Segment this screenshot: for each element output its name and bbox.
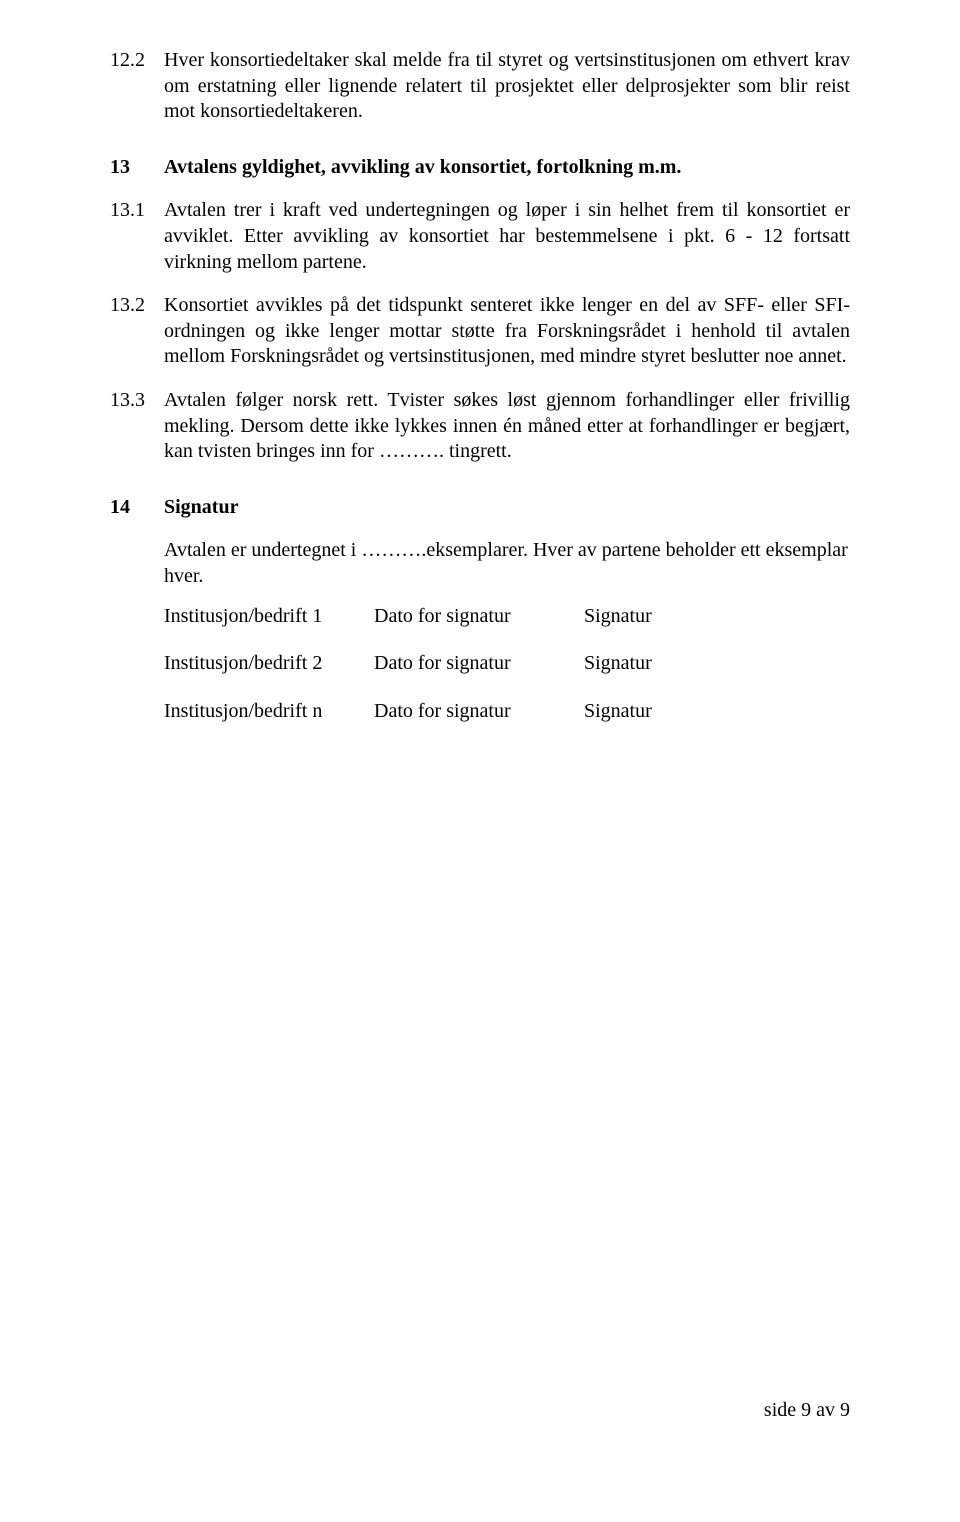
section-13-1: 13.1 Avtalen trer i kraft ved undertegni…: [110, 198, 850, 275]
section-13-2-text: Konsortiet avvikles på det tidspunkt sen…: [164, 293, 850, 370]
signature-label: Signatur: [584, 651, 850, 677]
section-13-heading: 13 Avtalens gyldighet, avvikling av kons…: [110, 155, 850, 181]
page-footer: side 9 av 9: [764, 1399, 850, 1422]
signature-label: Signatur: [584, 604, 850, 630]
section-14-number: 14: [110, 495, 164, 521]
section-13-number: 13: [110, 155, 164, 181]
section-13-1-text: Avtalen trer i kraft ved undertegningen …: [164, 198, 850, 275]
section-13-2-number: 13.2: [110, 293, 164, 319]
section-13-3-text: Avtalen følger norsk rett. Tvister søkes…: [164, 388, 850, 465]
section-12-2-number: 12.2: [110, 48, 164, 74]
signature-date-label: Dato for signatur: [374, 604, 584, 630]
signature-institution: Institusjon/bedrift 2: [164, 651, 374, 677]
section-13-3-number: 13.3: [110, 388, 164, 414]
signature-row: Institusjon/bedrift 1 Dato for signatur …: [164, 604, 850, 630]
section-13-3: 13.3 Avtalen følger norsk rett. Tvister …: [110, 388, 850, 465]
signature-date-label: Dato for signatur: [374, 699, 584, 725]
signature-row: Institusjon/bedrift 2 Dato for signatur …: [164, 651, 850, 677]
section-12-2-text: Hver konsortiedeltaker skal melde fra ti…: [164, 48, 850, 125]
section-13-title: Avtalens gyldighet, avvikling av konsort…: [164, 155, 850, 181]
section-14-intro: Avtalen er undertegnet i ……….eksemplarer…: [164, 538, 850, 589]
section-13-1-number: 13.1: [110, 198, 164, 224]
signature-date-label: Dato for signatur: [374, 651, 584, 677]
signature-institution: Institusjon/bedrift 1: [164, 604, 374, 630]
signature-table: Institusjon/bedrift 1 Dato for signatur …: [164, 604, 850, 725]
section-12-2: 12.2 Hver konsortiedeltaker skal melde f…: [110, 48, 850, 125]
signature-institution: Institusjon/bedrift n: [164, 699, 374, 725]
signature-label: Signatur: [584, 699, 850, 725]
signature-row: Institusjon/bedrift n Dato for signatur …: [164, 699, 850, 725]
section-14-heading: 14 Signatur: [110, 495, 850, 521]
section-13-2: 13.2 Konsortiet avvikles på det tidspunk…: [110, 293, 850, 370]
section-14-title: Signatur: [164, 495, 850, 521]
